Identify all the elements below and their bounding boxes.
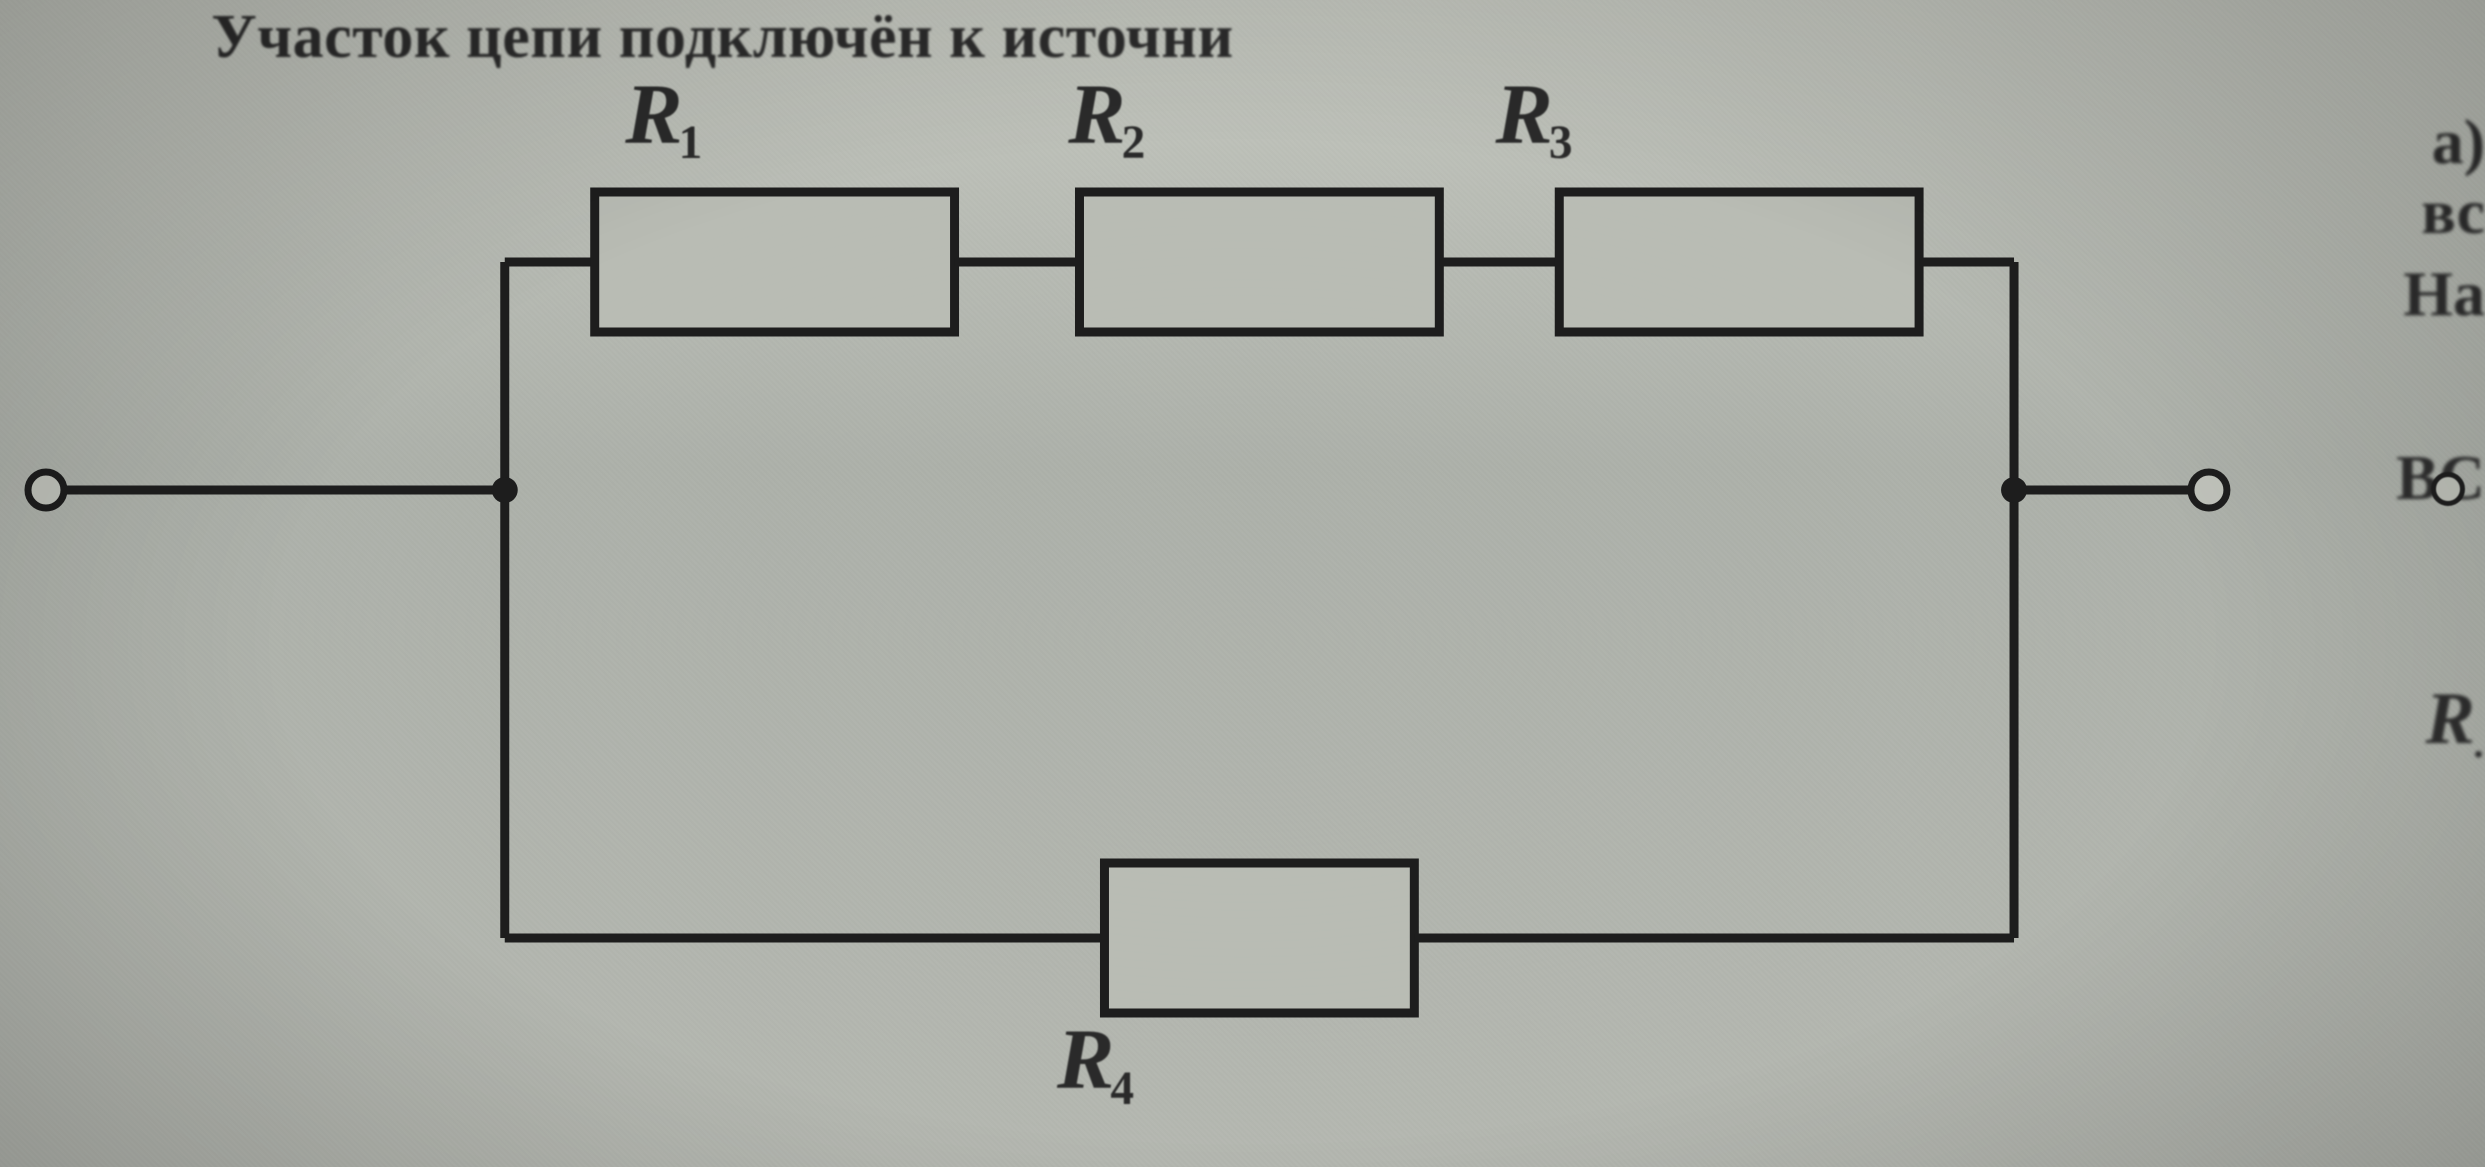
side-fragment-ha: На xyxy=(2403,257,2485,331)
circuit-svg xyxy=(0,0,2249,1167)
right-text-terminal-icon xyxy=(2431,472,2465,506)
circuit-diagram: R1 R2 R3 R4 xyxy=(0,0,2249,1167)
label-r2: R2 xyxy=(1068,64,1145,170)
side-fragment-bc1: вс xyxy=(2421,175,2485,249)
label-r4: R4 xyxy=(1057,1009,1134,1115)
label-r1: R1 xyxy=(625,64,702,170)
side-fragment-r: R. xyxy=(2425,677,2485,767)
page-surface: Участок цепи подключён к источни a) вс Н… xyxy=(0,0,2485,1167)
label-r3: R3 xyxy=(1496,64,1573,170)
side-fragment-a: a) xyxy=(2432,105,2485,179)
